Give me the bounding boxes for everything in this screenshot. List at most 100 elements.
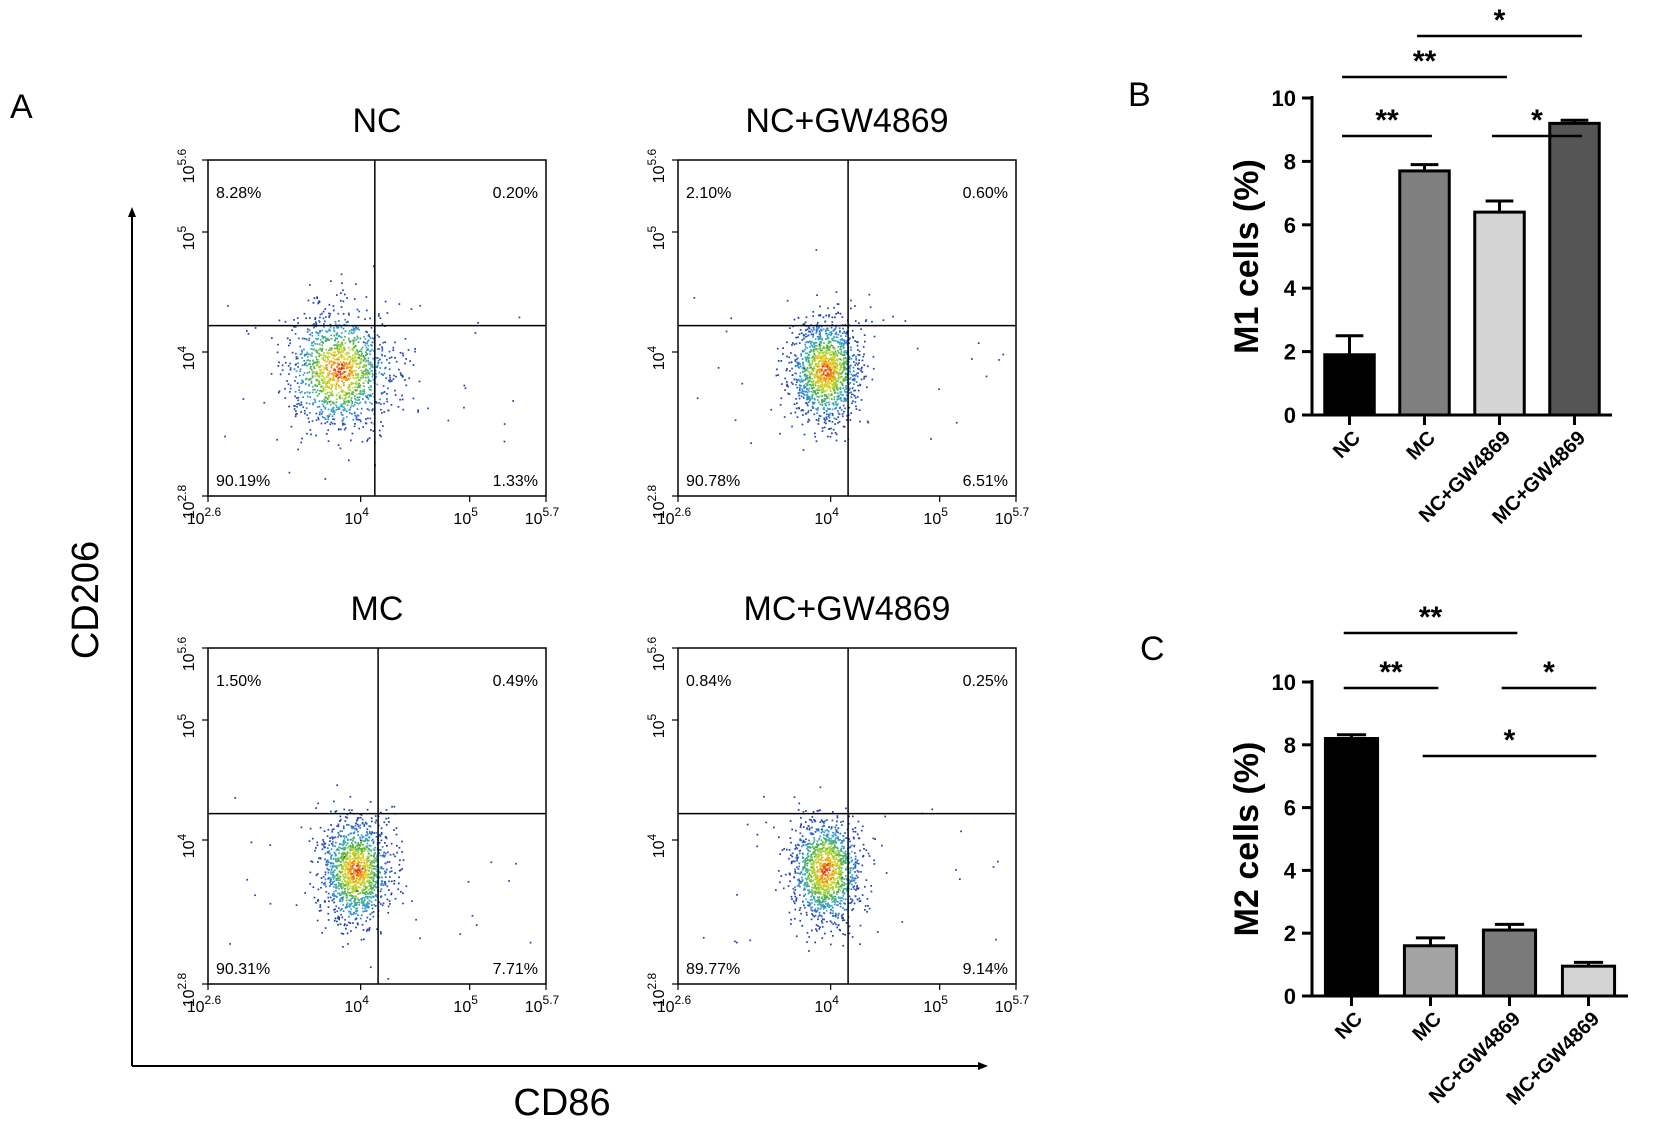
flow-dot <box>348 876 351 878</box>
flow-dot <box>805 329 807 332</box>
flow-dot <box>839 338 842 341</box>
flow-dot <box>348 330 351 332</box>
flow-dot <box>338 918 340 921</box>
flow-dot <box>812 883 814 886</box>
flow-dot <box>816 840 819 843</box>
flow-dot <box>367 839 369 842</box>
flow-dot <box>808 357 810 359</box>
flow-dot <box>797 316 800 319</box>
flow-dot <box>325 365 327 367</box>
flow-dot <box>328 876 330 879</box>
flow-dot <box>827 371 829 374</box>
flow-dot <box>832 359 835 361</box>
flow-dot <box>339 847 342 849</box>
flow-dot <box>390 842 393 845</box>
flow-dot <box>395 827 398 829</box>
flow-dot <box>804 370 806 372</box>
flow-dot <box>361 907 364 909</box>
flow-dot <box>324 883 326 886</box>
flow-dot <box>350 862 353 865</box>
flow-dot <box>341 389 343 391</box>
flow-dot <box>344 857 346 859</box>
flow-dot <box>855 358 858 361</box>
flow-dot <box>857 820 860 823</box>
flow-dot <box>343 407 346 410</box>
flow-dot <box>798 384 801 386</box>
flow-dot <box>349 832 351 835</box>
flow-dot <box>830 360 833 363</box>
flow-dot <box>352 853 355 856</box>
flow-dot <box>813 413 816 416</box>
flow-dot <box>382 341 385 344</box>
flow-dot <box>819 809 821 812</box>
flow-dot <box>407 349 410 351</box>
flow-dot <box>860 399 863 401</box>
flow-dot <box>380 392 383 394</box>
flow-dot <box>357 414 360 417</box>
flow-dot <box>353 847 356 850</box>
flow-dot <box>329 394 332 397</box>
flow-dot <box>384 300 387 303</box>
flow-dot <box>288 373 290 375</box>
flow-dot <box>294 415 297 418</box>
flow-dot <box>367 376 369 379</box>
flow-dot <box>802 365 805 368</box>
flow-dot <box>362 892 364 894</box>
flow-dot <box>362 871 365 874</box>
flow-dot <box>366 877 369 879</box>
flow-dot <box>825 422 827 425</box>
flow-dot <box>322 839 324 841</box>
flow-dot <box>835 923 837 926</box>
flow-dot <box>335 860 337 863</box>
flow-dot <box>363 850 366 853</box>
flow-dot <box>395 360 398 363</box>
flow-dot <box>346 876 348 879</box>
flow-dot <box>304 363 306 365</box>
flow-dot <box>370 386 372 388</box>
flow-dot <box>831 380 833 382</box>
flow-dot <box>821 363 823 365</box>
flow-dot <box>798 392 801 394</box>
flow-dot <box>353 347 356 349</box>
flow-dot <box>328 869 330 871</box>
flow-dot <box>342 389 344 392</box>
flow-dot <box>326 369 329 371</box>
flow-dot <box>827 307 829 310</box>
flow-dot <box>341 372 344 374</box>
flow-dot <box>339 335 342 338</box>
x-tick-label: 105 <box>453 993 478 1016</box>
flow-dot <box>339 405 342 408</box>
flow-dot <box>854 861 857 864</box>
flow-dot <box>338 344 340 346</box>
flow-dot <box>321 340 324 343</box>
flow-dot <box>347 868 350 871</box>
flow-dot <box>381 846 384 848</box>
flow-dot <box>814 435 817 438</box>
flow-dot <box>805 390 808 393</box>
flow-dot <box>299 353 302 356</box>
flow-dot <box>350 908 353 911</box>
flow-dot <box>355 884 357 887</box>
flow-dot <box>385 852 387 855</box>
flow-dot <box>351 827 353 830</box>
flow-dot <box>360 875 362 878</box>
flow-dot <box>351 329 353 331</box>
flow-dot <box>320 369 323 372</box>
flow-dot <box>344 427 347 429</box>
flow-dot <box>377 315 380 317</box>
flow-dot <box>341 336 343 339</box>
flow-dot <box>806 828 809 830</box>
flow-dot <box>814 362 817 365</box>
flow-dot <box>344 375 346 378</box>
flow-dot <box>388 889 390 891</box>
flow-dot <box>335 370 337 373</box>
flow-dot <box>350 894 353 897</box>
flow-dot <box>822 377 824 380</box>
flow-dot <box>823 351 826 353</box>
flow-dot <box>302 374 305 376</box>
flow-dot <box>345 874 347 877</box>
flow-dot <box>346 850 349 853</box>
flow-dot <box>300 441 303 444</box>
flow-dot <box>359 350 361 352</box>
flow-dot <box>334 369 337 371</box>
